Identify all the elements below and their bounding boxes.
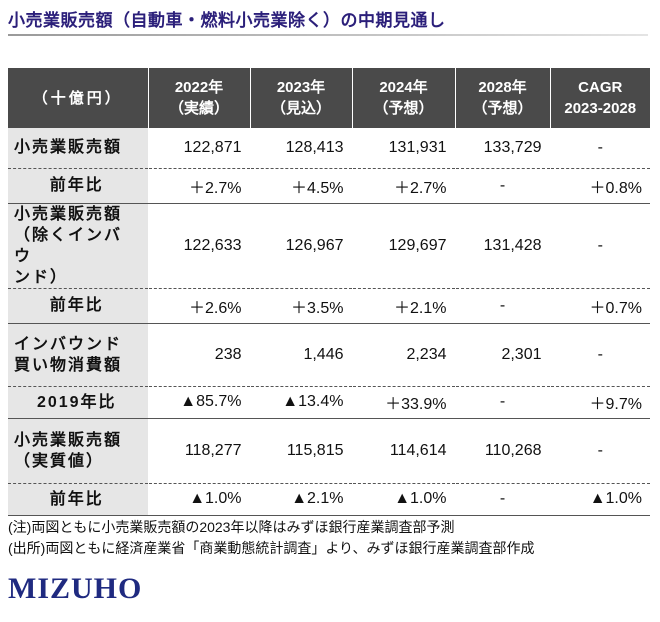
text-line: （十億円） [32, 89, 123, 107]
column-header: 2028年 （予想） [454, 68, 550, 128]
table-row: 小売業販売額 （実質値） 118,277 115,815 114,614 110,268- [8, 418, 650, 484]
text-line: （予想） [472, 100, 533, 117]
table-cell: 128,413 [249, 128, 352, 169]
table-cell: 122,633 [147, 203, 250, 289]
table-cell: ＋33.9% [351, 386, 455, 419]
table-cell: ▲13.4% [249, 386, 352, 419]
table-cell: - [454, 483, 550, 516]
row-label: 前年比 [8, 288, 148, 324]
note: (出所)両図ともに経済産業省「商業動態統計調査」より、みずほ銀行産業調査部作成 [8, 540, 535, 556]
table-cell: 118,277 [147, 418, 250, 484]
table-row: 前年比 ＋2.6% ＋3.5% ＋2.1% - ＋0.7% [8, 288, 650, 324]
table-row: 前年比 ＋2.7% ＋4.5% ＋2.7% - ＋0.8% [8, 168, 650, 204]
text-line: （予想） [373, 100, 434, 117]
table-cell: ▲1.0% [549, 483, 650, 516]
table-row: 2019年比 ▲85.7% ▲13.4% ＋33.9% - ＋9.7% [8, 386, 650, 419]
text-line: （除くインバウ [14, 226, 123, 265]
forecast-table: （十億円） 2022年 （実績） 2023年 （見込） 2024年 （予想） 2028年 （予想… [8, 68, 650, 516]
table-cell: ▲2.1% [249, 483, 352, 516]
table-cell: ＋2.1% [351, 288, 455, 324]
table-row: 前年比 ▲1.0% ▲2.1% ▲1.0% - ▲1.0% [8, 483, 650, 516]
table-cell: ＋0.8% [549, 168, 650, 204]
table-cell: 131,931 [351, 128, 455, 169]
text-line: ンド） [14, 268, 69, 286]
column-header: 2023年 （見込） [249, 68, 352, 128]
row-label: 小売業販売額 [8, 128, 148, 169]
table-row: インバウンド 買い物消費額 238 1,446 2,234 2,301- [8, 323, 650, 387]
table-cell: 126,967 [249, 203, 352, 289]
table-cell: - [454, 168, 550, 204]
table-cell: - [549, 203, 650, 289]
text-line: （見込） [270, 100, 331, 117]
column-header: 2024年 （予想） [351, 68, 455, 128]
text-line: 小売業販売額 [14, 205, 123, 223]
text-line: CAGR [578, 79, 623, 96]
table-cell: 2,234 [351, 323, 455, 387]
text-line: （実質値） [14, 452, 105, 470]
table-cell: ＋9.7% [549, 386, 650, 419]
text-line: 2024年 [379, 79, 428, 96]
table-cell: - [454, 386, 550, 419]
table-cell: ▲1.0% [147, 483, 250, 516]
text-line: （実績） [168, 100, 229, 117]
table-row: 小売業販売額 （除くインバウンド） 122,633 126,967 129,697 131… [8, 203, 650, 289]
note: (注)両図ともに小売業販売額の2023年以降はみずほ銀行産業調査部予測 [8, 519, 455, 535]
logo: MIZUHO [8, 572, 143, 605]
column-header: （十億円） [8, 68, 148, 128]
table-cell: ＋3.5% [249, 288, 352, 324]
table-cell: ＋0.7% [549, 288, 650, 324]
table-cell: - [549, 418, 650, 484]
table-cell: ＋2.6% [147, 288, 250, 324]
table-cell: ＋4.5% [249, 168, 352, 204]
table-row: 小売業販売額 122,871 128,413 131,931 133,729- [8, 128, 650, 169]
text-line: 前年比 [49, 297, 104, 314]
table-cell: 110,268 [454, 418, 550, 484]
header-row: （十億円） 2022年 （実績） 2023年 （見込） 2024年 （予想） 2028年 （予想… [8, 68, 650, 128]
row-label: 前年比 [8, 483, 148, 516]
text-line: 2022年 [174, 79, 224, 96]
table-cell: ▲1.0% [351, 483, 455, 516]
text-line: 2023年 [276, 79, 326, 96]
row-label: 2019年比 [8, 386, 148, 419]
column-header: CAGR 2023-2028 [549, 68, 650, 128]
table-cell: 131,428 [454, 203, 550, 289]
table-cell: 1,446 [249, 323, 352, 387]
text-line: 2023-2028 [564, 100, 637, 117]
table-cell: 114,614 [351, 418, 455, 484]
title: 小売業販売額（自動車・燃料小売業除く）の中期見通し [8, 11, 446, 30]
table-cell: 133,729 [454, 128, 550, 169]
text-line: 前年比 [49, 490, 104, 508]
column-header: 2022年 （実績） [147, 68, 250, 128]
table-cell: 115,815 [249, 418, 352, 484]
text-line: インバウンド [14, 335, 123, 353]
table-cell: ▲85.7% [147, 386, 250, 419]
text-line: 小売業販売額 [14, 139, 123, 157]
row-label: 前年比 [8, 168, 148, 204]
text-line: 前年比 [49, 177, 104, 194]
table-cell: 238 [147, 323, 250, 387]
table-cell: ＋2.7% [147, 168, 250, 204]
text-line: 2028年 [478, 79, 527, 96]
table-cell: 2,301 [454, 323, 550, 387]
table-cell: - [549, 323, 650, 387]
table-cell: - [454, 288, 550, 324]
notes: (注)両図ともに小売業販売額の2023年以降はみずほ銀行産業調査部予測 (出所)両… [8, 517, 534, 559]
table-cell: 122,871 [147, 128, 250, 169]
row-label: 小売業販売額 （除くインバウンド） [8, 203, 148, 289]
table-cell: - [549, 128, 650, 169]
title-rule [8, 34, 648, 36]
text-line: 買い物消費額 [14, 356, 123, 374]
table-cell: 129,697 [351, 203, 455, 289]
table-cell: ＋2.7% [351, 168, 455, 204]
row-label: 小売業販売額 （実質値） [8, 418, 148, 484]
table-body: 小売業販売額 122,871 128,413 131,931 133,729- 前年比 ＋2… [8, 128, 650, 516]
text-line: 小売業販売額 [14, 431, 123, 449]
text-line: 2019年比 [36, 393, 117, 411]
row-label: インバウンド 買い物消費額 [8, 323, 148, 387]
